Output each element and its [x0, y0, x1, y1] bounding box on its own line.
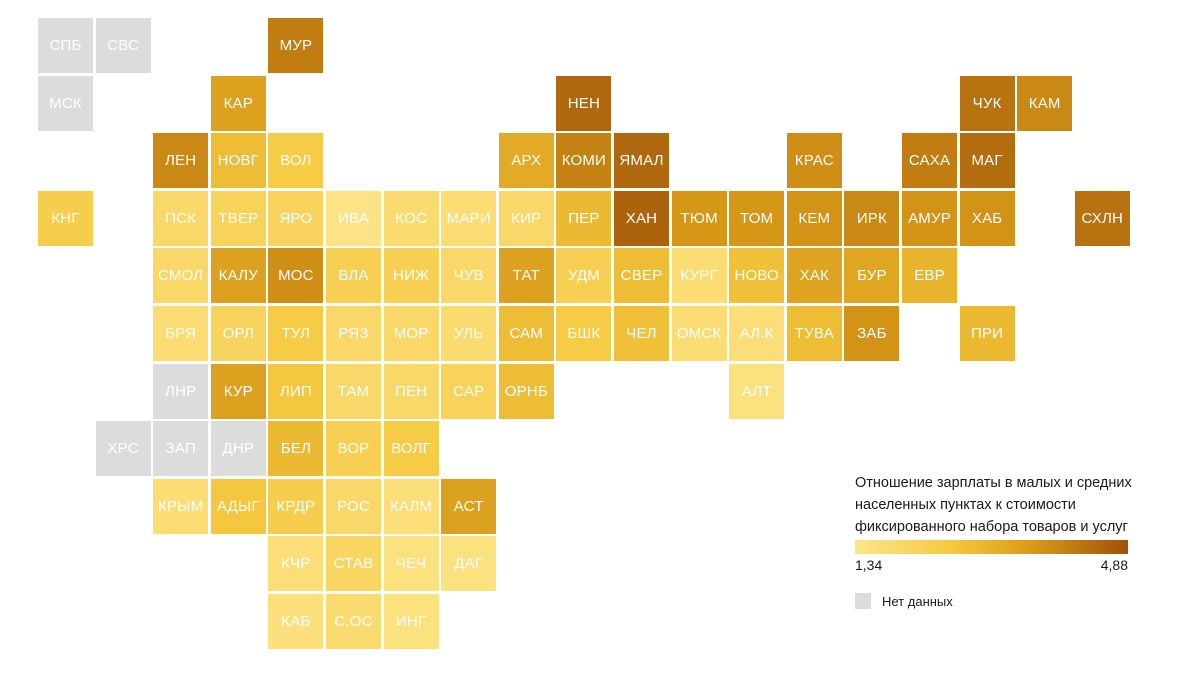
region-tile: ЗАБ [844, 306, 900, 361]
region-tile: РОС [326, 478, 381, 534]
region-tile: ЧУК [959, 75, 1015, 131]
region-tile: БШК [556, 306, 612, 361]
region-tile: КОС [383, 190, 439, 246]
region-tile: СХЛН [1074, 190, 1130, 246]
region-tile: ЛНР [153, 363, 209, 419]
region-tile: ВОЛ [268, 133, 324, 189]
legend: Отношение зарплаты в малых и средних нас… [855, 472, 1145, 609]
region-tile: ОРЛ [210, 306, 266, 361]
region-tile: ХАБ [959, 190, 1015, 246]
region-tile: ТОМ [729, 190, 785, 246]
region-tile: КЧР [268, 536, 324, 592]
no-data-swatch [855, 593, 871, 609]
region-tile: КУР [210, 363, 266, 419]
region-tile: СПБ [38, 18, 93, 73]
region-tile: МАРИ [441, 190, 497, 246]
region-tile: ЯМАЛ [614, 133, 669, 189]
region-tile: ЛЕН [153, 133, 209, 189]
no-data-label: Нет данных [882, 593, 953, 609]
region-tile: КАЛМ [383, 478, 439, 534]
region-tile: КАР [210, 75, 266, 131]
region-tile: БЕЛ [268, 421, 324, 477]
region-tile: КАБ [268, 594, 324, 649]
region-tile: ХАК [786, 248, 842, 304]
region-tile: ЕВР [902, 248, 957, 304]
region-tile: НИЖ [383, 248, 439, 304]
region-tile: КНГ [38, 190, 93, 246]
region-tile: НЕН [556, 75, 612, 131]
legend-max-label: 4,88 [1100, 557, 1128, 573]
region-tile: ТЮМ [671, 190, 727, 246]
region-tile: МОР [383, 306, 439, 361]
region-tile: СТАВ [326, 536, 381, 592]
region-tile: ТУЛ [268, 306, 324, 361]
region-tile: АСТ [441, 478, 497, 534]
region-tile: РЯЗ [326, 306, 381, 361]
region-tile: КРДР [268, 478, 324, 534]
region-tile: НОВГ [210, 133, 266, 189]
region-tile: ТАМ [326, 363, 381, 419]
region-tile: ОМСК [671, 306, 727, 361]
region-tile: ЛИП [268, 363, 324, 419]
region-tile: БРЯ [153, 306, 209, 361]
region-tile: ХАН [614, 190, 669, 246]
legend-no-data: Нет данных [855, 593, 1145, 609]
region-tile: КИР [498, 190, 554, 246]
region-tile: ЧУВ [441, 248, 497, 304]
region-tile: МСК [38, 75, 93, 131]
region-tile: ИРК [844, 190, 900, 246]
region-tile: САР [441, 363, 497, 419]
region-tile: ЧЕЧ [383, 536, 439, 592]
region-tile: ИВА [326, 190, 381, 246]
region-tile: ТУВА [786, 306, 842, 361]
region-tile: МАГ [959, 133, 1015, 189]
region-tile: ПСК [153, 190, 209, 246]
region-tile: ВЛА [326, 248, 381, 304]
region-tile: С.ОС [326, 594, 381, 649]
legend-color-scale [855, 540, 1128, 554]
region-tile: ДНР [210, 421, 266, 477]
region-tile: ТАТ [498, 248, 554, 304]
region-tile: АЛТ [729, 363, 785, 419]
region-tile: МУР [268, 18, 324, 73]
region-tile: ПРИ [959, 306, 1015, 361]
region-tile: ПЕР [556, 190, 612, 246]
region-tile: ИНГ [383, 594, 439, 649]
region-tile: МОС [268, 248, 324, 304]
region-tile: КОМИ [556, 133, 612, 189]
region-tile: НОВО [729, 248, 785, 304]
region-tile: ТВЕР [210, 190, 266, 246]
region-tile: УЛЬ [441, 306, 497, 361]
legend-min-label: 1,34 [855, 557, 883, 573]
region-tile: ЯРО [268, 190, 324, 246]
region-tile: САМ [498, 306, 554, 361]
region-tile: ЗАП [153, 421, 209, 477]
region-tile: СВЕР [614, 248, 669, 304]
region-tile: ХРС [95, 421, 151, 477]
region-tile: ПЕН [383, 363, 439, 419]
region-tile: ЧЕЛ [614, 306, 669, 361]
region-tile: КАЛУ [210, 248, 266, 304]
region-tile: КРАС [786, 133, 842, 189]
region-tile: КУРГ [671, 248, 727, 304]
region-tile: КЕМ [786, 190, 842, 246]
region-tile: ВОЛГ [383, 421, 439, 477]
region-tile: АМУР [902, 190, 957, 246]
legend-title: Отношение зарплаты в малых и средних нас… [855, 475, 1132, 535]
region-tile: АРХ [498, 133, 554, 189]
region-tile: АЛ.К [729, 306, 785, 361]
region-tile: АДЫГ [210, 478, 266, 534]
region-tile: ОРНБ [498, 363, 554, 419]
region-tile: УДМ [556, 248, 612, 304]
region-tile: ДАГ [441, 536, 497, 592]
region-tile: СВС [95, 18, 151, 73]
legend-scale-labels: 1,34 4,88 [855, 557, 1128, 573]
region-tile: ВОР [326, 421, 381, 477]
region-tile: САХА [902, 133, 957, 189]
region-tile: БУР [844, 248, 900, 304]
region-tile: КАМ [1017, 75, 1073, 131]
region-tile: СМОЛ [153, 248, 209, 304]
region-tile: КРЫМ [153, 478, 209, 534]
